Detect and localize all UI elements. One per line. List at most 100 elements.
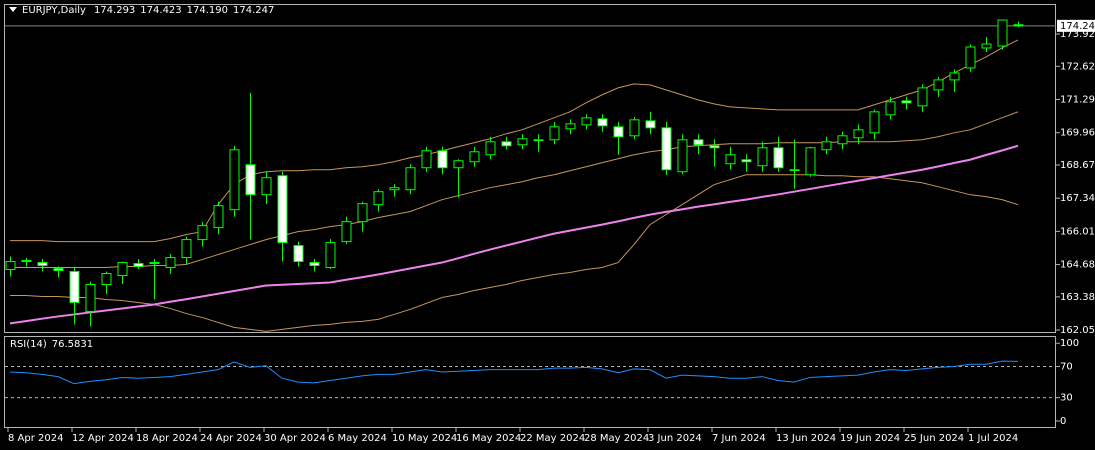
candle-body (165, 257, 176, 269)
candle-body (917, 87, 928, 107)
price-tag-label: 174.247 (1060, 21, 1095, 32)
candle-body (37, 262, 48, 267)
x-tick-label: 19 Jun 2024 (840, 433, 900, 444)
symbol-menu-arrow[interactable] (9, 7, 17, 12)
candle-body (885, 101, 896, 116)
candle-body (373, 191, 384, 206)
candle-body (229, 149, 240, 211)
y-tick-label: 172.625 (1060, 61, 1095, 72)
x-tick-label: 30 Apr 2024 (264, 433, 326, 444)
candle-body (949, 72, 960, 81)
rsi-value: 76.5831 (52, 339, 93, 350)
candle-body (5, 261, 16, 271)
candle-body (853, 129, 864, 139)
candle-body (53, 268, 64, 272)
candle-body (389, 187, 400, 191)
rsi-panel-frame (4, 336, 1056, 428)
y-tick-label: 164.680 (1060, 260, 1095, 271)
candle-body (613, 126, 624, 138)
candle-body (757, 147, 768, 167)
candle-body (773, 147, 784, 169)
candle-body (981, 43, 992, 49)
candle-body (277, 175, 288, 244)
candle-body (997, 19, 1008, 47)
candle-body (629, 119, 640, 137)
candle-body (149, 262, 160, 265)
x-tick-label: 3 Jun 2024 (648, 433, 702, 444)
candle-body (261, 177, 272, 196)
candle-body (645, 120, 656, 129)
candle-body (341, 221, 352, 243)
indicator-line (10, 111, 1019, 269)
x-tick-label: 1 Jul 2024 (968, 433, 1018, 444)
candle-body (597, 118, 608, 127)
x-tick-label: 28 May 2024 (584, 433, 649, 444)
candle-body (933, 79, 944, 91)
indicator-line (9, 144, 1019, 325)
candle-body (293, 245, 304, 263)
chart-title: EURJPY,Daily (22, 5, 86, 16)
ohlc-label: 174.293 (94, 5, 135, 16)
x-tick-label: 8 Apr 2024 (8, 433, 63, 444)
candle-body (517, 138, 528, 146)
candle-body (693, 139, 704, 146)
x-tick-label: 10 May 2024 (392, 433, 457, 444)
candle-body (821, 141, 832, 151)
candle-body (581, 117, 592, 126)
x-tick-label: 13 Jun 2024 (776, 433, 836, 444)
candle-body (661, 127, 672, 171)
x-tick-label: 6 May 2024 (328, 433, 387, 444)
candle-body (565, 123, 576, 130)
y-tick-label: 167.340 (1060, 193, 1095, 204)
candle-body (549, 126, 560, 141)
candle-body (805, 147, 816, 176)
x-tick-label: 12 Apr 2024 (72, 433, 134, 444)
candle-body (677, 139, 688, 173)
candle-body (421, 150, 432, 169)
rsi-line (9, 360, 1019, 385)
candle-body (1013, 24, 1024, 27)
y-tick-label: 163.385 (1060, 292, 1095, 303)
candle-body (181, 239, 192, 259)
rsi-tick-label: 30 (1060, 393, 1073, 404)
candle-body (325, 242, 336, 269)
x-tick-label: 7 Jun 2024 (712, 433, 766, 444)
candle-body (245, 164, 256, 196)
candle-body (117, 262, 128, 277)
candle-body (501, 141, 512, 147)
y-tick-label: 162.055 (1060, 325, 1095, 336)
main-panel-frame (4, 4, 1056, 333)
indicator-line (10, 174, 1019, 332)
candle-body (309, 262, 320, 267)
candle-body (837, 135, 848, 145)
candle-body (405, 167, 416, 191)
rsi-title: RSI(14) (10, 339, 47, 350)
y-tick-label: 173.920 (1060, 29, 1095, 40)
candle-body (741, 159, 752, 163)
candle-body (197, 225, 208, 241)
ohlc-label: 174.423 (140, 5, 181, 16)
candle-body (789, 169, 800, 172)
candle-body (725, 154, 736, 165)
rsi-tick-label: 70 (1060, 362, 1073, 373)
y-tick-label: 168.670 (1060, 160, 1095, 171)
candle-body (85, 283, 96, 312)
y-tick-label: 171.295 (1060, 94, 1095, 105)
ohlc-label: 174.190 (187, 5, 228, 16)
candle-body (357, 203, 368, 223)
candle-body (21, 260, 32, 263)
candle-body (133, 263, 144, 268)
y-tick-label: 169.965 (1060, 128, 1095, 139)
price-tag (1057, 19, 1095, 32)
y-tick-label: 166.010 (1060, 226, 1095, 237)
x-tick-label: 24 Apr 2024 (200, 433, 262, 444)
candle-body (965, 46, 976, 69)
candle-body (437, 150, 448, 169)
x-tick-label: 16 May 2024 (456, 433, 521, 444)
candle-body (485, 141, 496, 156)
rsi-tick-label: 100 (1060, 338, 1079, 349)
candle-body (469, 151, 480, 163)
